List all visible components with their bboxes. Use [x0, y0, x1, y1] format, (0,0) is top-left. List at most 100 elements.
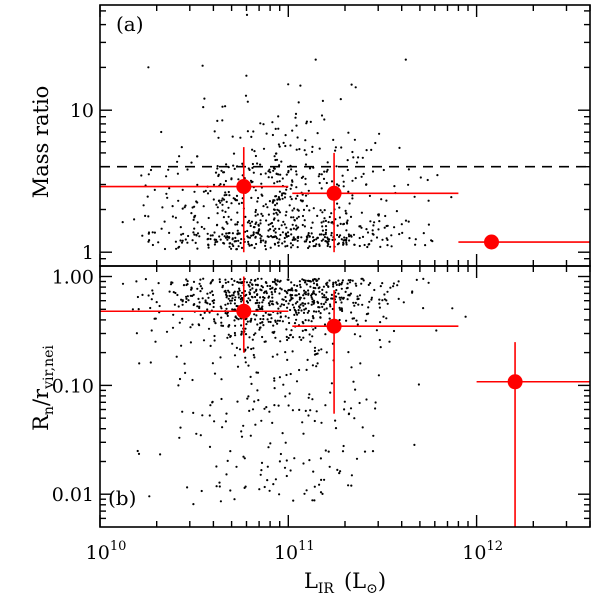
- data-point: [297, 209, 300, 212]
- data-point: [365, 228, 368, 231]
- data-point: [278, 280, 281, 283]
- data-point: [246, 346, 249, 349]
- data-point: [304, 409, 307, 412]
- data-point: [301, 214, 305, 218]
- data-point: [309, 409, 312, 412]
- data-point: [347, 413, 350, 416]
- data-point: [228, 236, 231, 239]
- data-point: [358, 225, 361, 228]
- data-point: [284, 441, 287, 444]
- data-point: [344, 212, 348, 215]
- data-point: [329, 245, 332, 248]
- data-point: [313, 485, 316, 488]
- data-point: [254, 318, 257, 321]
- data-point: [240, 430, 243, 433]
- data-point: [294, 309, 297, 313]
- data-point: [361, 235, 365, 238]
- data-point: [404, 58, 407, 61]
- data-point: [240, 246, 244, 249]
- data-point: [257, 232, 260, 235]
- data-point: [219, 500, 222, 503]
- data-point: [345, 236, 348, 240]
- data-point: [272, 324, 275, 327]
- data-point: [329, 391, 332, 394]
- data-point: [307, 309, 310, 313]
- data-point: [289, 242, 292, 245]
- data-point: [291, 238, 294, 242]
- data-point: [292, 499, 295, 502]
- data-point: [240, 332, 243, 335]
- data-point: [274, 227, 277, 230]
- data-point: [254, 236, 257, 239]
- data-point: [284, 295, 287, 299]
- data-point: [398, 233, 401, 236]
- data-point: [385, 237, 388, 240]
- data-point: [224, 236, 228, 239]
- data-point: [176, 172, 179, 175]
- data-point: [335, 183, 339, 186]
- data-point: [307, 246, 310, 250]
- data-point: [262, 318, 265, 321]
- data-point: [329, 305, 332, 308]
- data-point: [322, 303, 326, 306]
- data-point: [369, 220, 372, 223]
- data-point: [325, 351, 328, 354]
- data-point: [151, 243, 154, 247]
- data-point: [342, 223, 345, 226]
- data-point: [266, 465, 269, 468]
- data-point: [232, 164, 235, 167]
- data-point: [144, 214, 147, 217]
- data-point: [235, 248, 238, 251]
- data-point: [271, 225, 274, 228]
- data-point: [318, 173, 321, 176]
- data-point: [323, 217, 326, 220]
- data-point: [121, 282, 125, 285]
- data-point: [213, 334, 216, 338]
- data-point: [365, 398, 368, 401]
- data-point: [287, 302, 290, 305]
- data-point: [247, 364, 250, 367]
- data-point: [298, 305, 301, 308]
- data-point: [311, 145, 314, 148]
- data-point: [347, 233, 350, 236]
- data-point: [311, 364, 314, 367]
- data-point: [259, 317, 262, 321]
- data-point: [189, 326, 192, 329]
- data-point: [278, 227, 281, 230]
- data-point: [279, 311, 282, 314]
- data-point: [255, 242, 258, 246]
- data-point: [339, 308, 342, 311]
- data-point: [327, 221, 330, 224]
- data-point: [252, 353, 255, 357]
- data-point: [320, 173, 323, 176]
- data-point: [228, 194, 231, 197]
- data-point: [276, 280, 279, 283]
- data-point: [427, 199, 430, 202]
- data-point: [282, 192, 285, 195]
- data-point: [225, 232, 228, 235]
- data-point: [271, 133, 274, 137]
- data-point: [388, 340, 391, 343]
- y-tick-label-a-10: 10: [70, 100, 94, 122]
- data-point: [249, 299, 252, 302]
- data-point: [277, 115, 280, 118]
- data-point: [224, 191, 227, 194]
- data-point: [178, 321, 181, 324]
- data-point: [299, 286, 302, 289]
- data-point: [196, 287, 199, 290]
- data-point: [373, 221, 376, 224]
- data-point: [236, 233, 239, 236]
- data-point: [220, 321, 223, 324]
- data-point: [220, 316, 223, 319]
- data-point: [237, 318, 240, 321]
- data-point: [249, 224, 252, 227]
- data-point: [267, 170, 270, 173]
- data-point: [296, 136, 299, 139]
- data-point: [303, 289, 306, 292]
- data-point: [424, 244, 427, 247]
- data-point: [288, 392, 291, 395]
- data-point: [221, 284, 224, 287]
- data-point: [199, 285, 202, 288]
- data-point: [392, 329, 396, 333]
- data-point: [272, 483, 275, 486]
